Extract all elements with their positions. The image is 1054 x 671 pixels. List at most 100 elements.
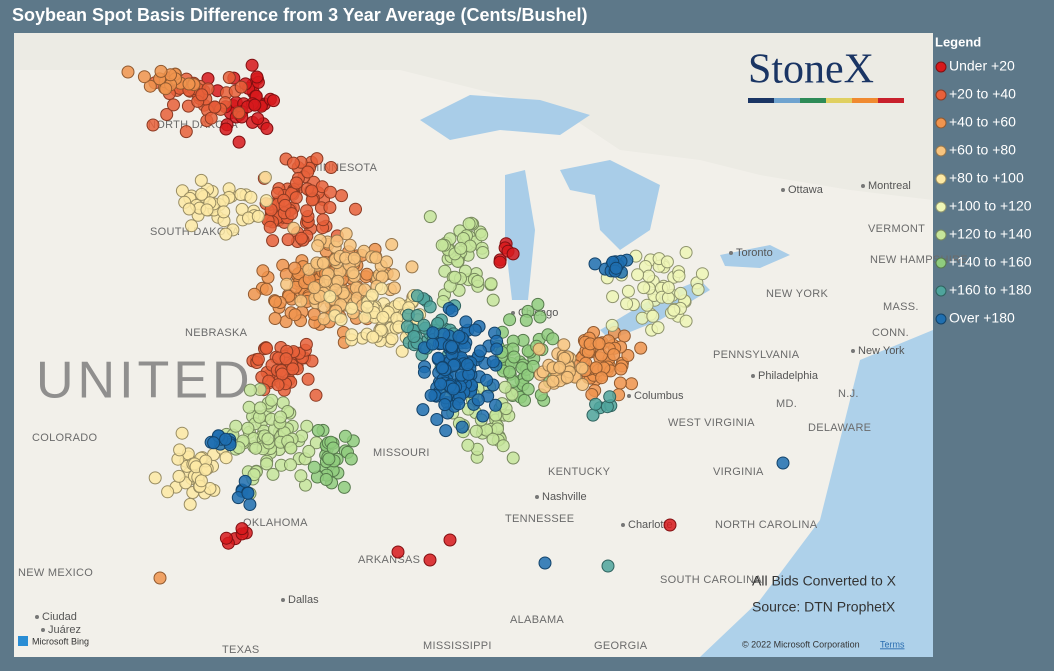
bid-dot bbox=[642, 269, 656, 283]
bid-dot bbox=[452, 329, 466, 343]
city-label: Montreal bbox=[868, 180, 911, 192]
bid-dot bbox=[400, 320, 414, 334]
bid-dot bbox=[316, 213, 330, 227]
bid-dot bbox=[207, 436, 221, 450]
bid-dot bbox=[319, 473, 333, 486]
bid-dot bbox=[268, 312, 282, 325]
bid-dot bbox=[242, 400, 256, 414]
bid-dot bbox=[256, 264, 270, 278]
bid-dot bbox=[338, 429, 352, 443]
bid-dot bbox=[660, 255, 674, 269]
bid-dot bbox=[219, 531, 233, 545]
city-dot bbox=[781, 188, 785, 192]
bid-dot bbox=[322, 452, 336, 466]
city-label: Nashville bbox=[542, 491, 587, 503]
bid-dot bbox=[251, 352, 265, 366]
bid-dot bbox=[366, 330, 380, 344]
bid-dot bbox=[424, 388, 438, 402]
bid-dot bbox=[434, 377, 448, 391]
bid-dot bbox=[417, 318, 431, 332]
bid-dot bbox=[243, 383, 257, 397]
bid-dot bbox=[244, 190, 258, 204]
bid-dot bbox=[334, 313, 348, 327]
bid-dot bbox=[250, 70, 264, 84]
bid-dot bbox=[538, 556, 552, 570]
terms-link[interactable]: Terms bbox=[880, 639, 905, 649]
bid-dot bbox=[347, 251, 361, 265]
bid-dot bbox=[674, 286, 688, 300]
bid-dot bbox=[317, 312, 331, 326]
bid-dot bbox=[243, 498, 257, 511]
bid-dot bbox=[279, 352, 293, 366]
bid-dot bbox=[637, 281, 651, 295]
bid-dot bbox=[285, 207, 299, 221]
bid-dot bbox=[229, 419, 243, 433]
bid-dot bbox=[195, 88, 209, 102]
note: All Bids Converted to X bbox=[752, 573, 897, 589]
bid-dot bbox=[245, 58, 259, 72]
bid-dot bbox=[284, 441, 298, 455]
bid-dot bbox=[369, 251, 383, 265]
city-dot bbox=[861, 184, 865, 188]
map bbox=[14, 33, 933, 657]
state-label: DELAWARE bbox=[808, 422, 871, 434]
bid-dot bbox=[258, 170, 272, 184]
city-dot bbox=[627, 394, 631, 398]
bid-dot bbox=[286, 156, 300, 170]
bid-dot bbox=[232, 135, 246, 149]
state-label: KENTUCKY bbox=[548, 466, 611, 478]
state-label: NEW MEXICO bbox=[18, 567, 93, 579]
legend-swatch bbox=[935, 229, 947, 241]
bid-dot bbox=[241, 421, 255, 435]
bid-dot bbox=[518, 393, 531, 407]
legend-label: +120 to +140 bbox=[949, 226, 1032, 242]
bid-dot bbox=[182, 77, 196, 91]
bid-dot bbox=[503, 365, 517, 379]
bid-dot bbox=[589, 361, 603, 375]
bid-dot bbox=[613, 376, 627, 390]
note: Source: DTN ProphetX bbox=[752, 599, 896, 615]
legend-swatch bbox=[935, 285, 947, 297]
bid-dot bbox=[380, 255, 394, 269]
legend-label: +140 to +160 bbox=[949, 254, 1032, 270]
state-label: TEXAS bbox=[222, 644, 260, 656]
logo-stripe bbox=[748, 98, 904, 103]
bid-dot bbox=[385, 238, 399, 251]
bid-dot bbox=[532, 342, 546, 356]
bid-dot bbox=[294, 294, 308, 308]
bid-dot bbox=[251, 112, 265, 126]
state-label: WEST VIRGINIA bbox=[668, 417, 755, 429]
city-dot bbox=[35, 615, 39, 619]
bid-dot bbox=[640, 298, 654, 312]
city-dot bbox=[729, 251, 733, 255]
bid-dot bbox=[316, 256, 330, 270]
state-label: NEW YORK bbox=[766, 288, 828, 300]
state-label: MD. bbox=[776, 398, 797, 410]
logo: StoneX bbox=[748, 47, 874, 93]
bid-dot bbox=[305, 184, 319, 198]
bid-dot bbox=[454, 241, 468, 255]
bid-dot bbox=[519, 313, 533, 327]
bid-dot bbox=[374, 282, 388, 296]
bid-dot bbox=[473, 344, 487, 358]
state-label: CONN. bbox=[872, 327, 909, 339]
bid-dot bbox=[546, 332, 560, 346]
bid-dot bbox=[490, 342, 504, 356]
bid-dot bbox=[423, 300, 437, 314]
attribution: © 2022 Microsoft Corporation bbox=[742, 639, 860, 649]
bid-dot bbox=[154, 64, 168, 78]
bid-dot bbox=[323, 185, 337, 199]
stripe-segment bbox=[748, 98, 774, 103]
bid-dot bbox=[575, 361, 589, 375]
bid-dot bbox=[459, 315, 473, 329]
state-label: MISSISSIPPI bbox=[423, 640, 492, 652]
bid-dot bbox=[576, 378, 589, 391]
bid-dot bbox=[443, 533, 457, 547]
bid-dot bbox=[387, 281, 401, 295]
legend-swatch bbox=[935, 257, 947, 269]
bid-dot bbox=[592, 337, 606, 351]
bid-dot bbox=[260, 457, 274, 471]
state-label: VERMONT bbox=[868, 223, 925, 235]
bid-dot bbox=[238, 474, 252, 488]
